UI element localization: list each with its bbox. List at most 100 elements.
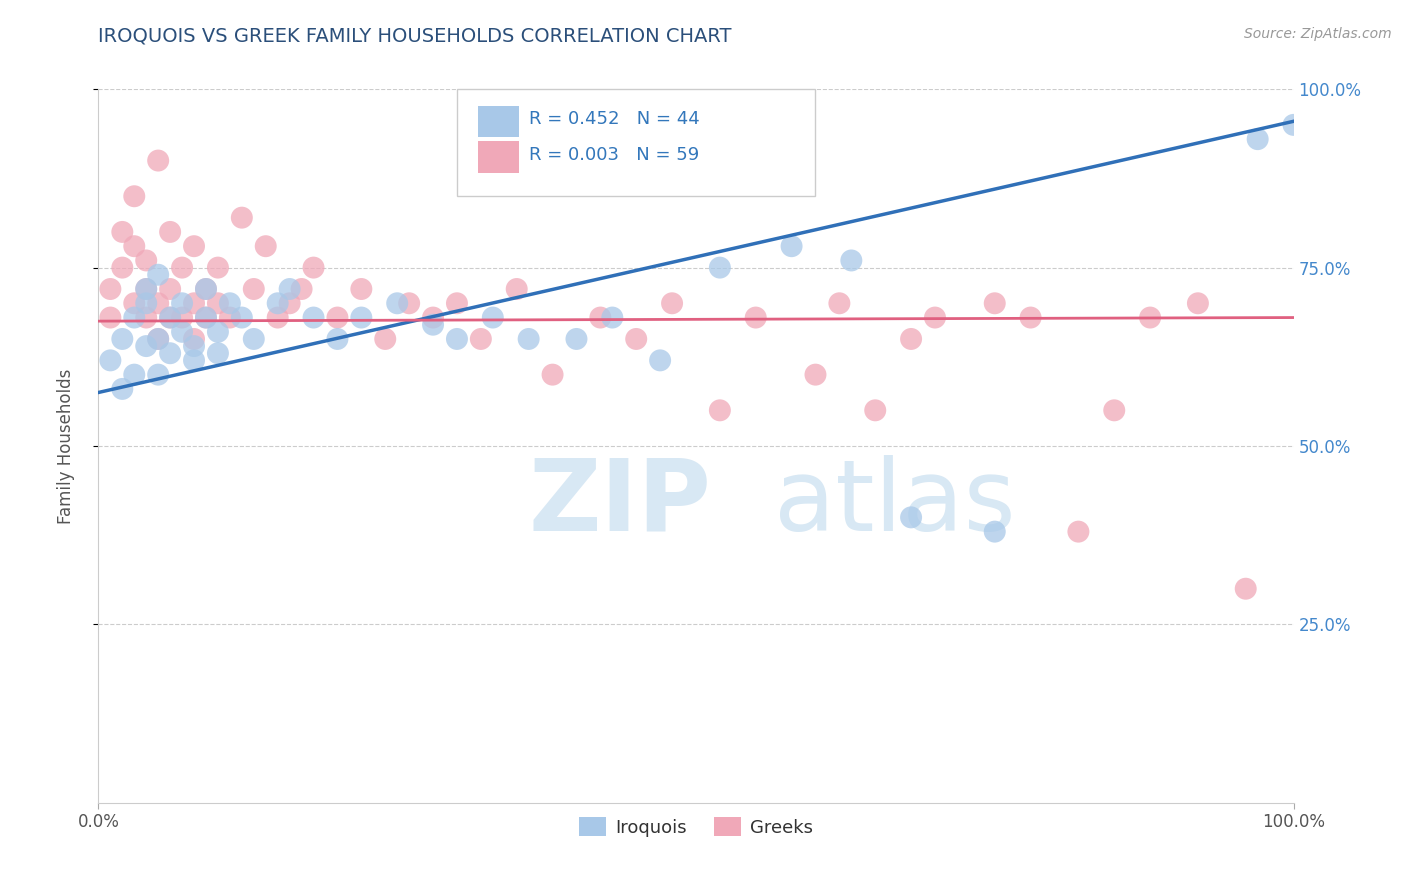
Point [231,211,253,225]
Point [422,318,444,332]
Text: IROQUOIS VS GREEK FAMILY HOUSEHOLDS CORRELATION CHART: IROQUOIS VS GREEK FAMILY HOUSEHOLDS CORR… [98,27,733,45]
Point [172,260,194,275]
Point [243,332,266,346]
Point [565,332,588,346]
Point [602,310,624,325]
Point [446,296,468,310]
Point [148,332,170,346]
Point [243,282,266,296]
Point [517,332,540,346]
Point [219,310,242,325]
Point [385,296,409,310]
Point [350,282,373,296]
Point [111,225,134,239]
Point [589,310,612,325]
Point [183,353,205,368]
Point [111,382,134,396]
Point [709,403,731,417]
Point [195,310,218,325]
Point [780,239,803,253]
Point [302,260,325,275]
Point [195,310,218,325]
Point [183,239,205,253]
Point [231,310,253,325]
Point [1187,296,1209,310]
Point [111,260,134,275]
Point [541,368,564,382]
Point [124,239,146,253]
Point [172,296,194,310]
Point [506,282,529,296]
Point [148,368,170,382]
Point [1067,524,1090,539]
Point [267,310,290,325]
Point [183,296,205,310]
Point [1139,310,1161,325]
Point [135,339,157,353]
Point [135,296,157,310]
Point [1282,118,1305,132]
Point [804,368,827,382]
Point [278,282,301,296]
Point [374,332,396,346]
Point [111,332,134,346]
Point [900,332,922,346]
Point [1104,403,1126,417]
Point [828,296,851,310]
Point [709,260,731,275]
Point [648,353,672,368]
Point [172,325,194,339]
Point [159,282,181,296]
Point [124,310,146,325]
Point [984,296,1007,310]
Point [159,225,181,239]
Point [195,282,218,296]
Point [278,296,301,310]
Point [207,296,229,310]
Point [98,310,122,325]
Point [326,332,349,346]
Point [159,346,181,360]
Text: atlas: atlas [773,455,1015,551]
Point [135,253,157,268]
Point [1019,310,1042,325]
Point [661,296,683,310]
Y-axis label: Family Households: Family Households [56,368,75,524]
Point [98,353,122,368]
Point [398,296,420,310]
Point [124,368,146,382]
Text: ZIP: ZIP [529,455,711,551]
FancyBboxPatch shape [478,105,519,137]
Text: Source: ZipAtlas.com: Source: ZipAtlas.com [1244,27,1392,41]
Point [1234,582,1257,596]
Point [183,332,205,346]
Point [207,346,229,360]
Point [302,310,325,325]
Point [135,282,157,296]
Point [207,325,229,339]
Point [135,310,157,325]
Point [98,282,122,296]
Point [254,239,277,253]
Point [148,153,170,168]
Point [124,189,146,203]
Point [1247,132,1270,146]
Point [446,332,468,346]
FancyBboxPatch shape [457,89,815,196]
Point [159,310,181,325]
Point [195,282,218,296]
Point [422,310,444,325]
Point [135,282,157,296]
Point [148,296,170,310]
Point [172,310,194,325]
Point [267,296,290,310]
Text: R = 0.452   N = 44: R = 0.452 N = 44 [529,111,699,128]
Point [219,296,242,310]
Point [900,510,922,524]
Point [841,253,863,268]
Point [984,524,1007,539]
FancyBboxPatch shape [478,141,519,173]
Point [291,282,314,296]
Point [183,339,205,353]
Point [745,310,768,325]
